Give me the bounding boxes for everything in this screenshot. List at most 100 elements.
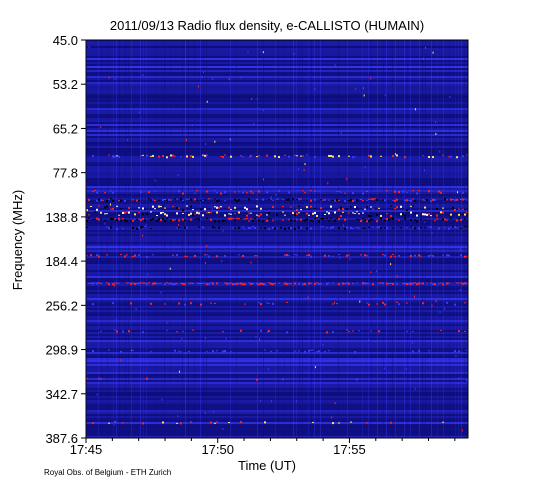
- rfi-pixel: [360, 220, 362, 223]
- rfi-pixel: [300, 198, 302, 200]
- rfi-pixel: [384, 94, 386, 97]
- time-striation: [182, 40, 183, 438]
- rfi-pixel: [314, 155, 316, 158]
- rfi-pixel: [375, 270, 377, 273]
- spectrum-band: [86, 76, 468, 78]
- rfi-pixel: [270, 198, 272, 200]
- rfi-pixel: [338, 218, 340, 221]
- rfi-pixel: [320, 218, 322, 220]
- spectrum-band: [86, 390, 468, 392]
- time-striation: [308, 40, 309, 438]
- rfi-pixel: [439, 311, 441, 314]
- rfi-pixel: [186, 226, 188, 229]
- spectrum-band: [86, 322, 468, 324]
- rfi-pixel: [88, 217, 90, 219]
- rfi-pixel: [88, 198, 90, 201]
- spectrum-band: [86, 164, 468, 166]
- rfi-pixel: [278, 282, 280, 284]
- rfi-pixel: [210, 218, 212, 221]
- rfi-pixel: [428, 350, 430, 352]
- rfi-pixel: [308, 282, 310, 285]
- spectrum-band: [86, 52, 468, 54]
- rfi-pixel: [268, 217, 270, 219]
- credit-footer: Royal Obs. of Belgium - ETH Zurich: [44, 468, 171, 477]
- time-striation: [404, 40, 405, 438]
- rfi-pixel: [242, 254, 244, 257]
- rfi-pixel: [188, 198, 190, 200]
- spectrum-band: [86, 154, 468, 156]
- spectrum-band: [86, 206, 468, 208]
- rfi-pixel: [192, 329, 194, 331]
- spectrum-band: [86, 328, 468, 330]
- spectrum-band: [86, 418, 468, 420]
- rfi-pixel: [140, 219, 142, 222]
- rfi-pixel: [460, 254, 462, 257]
- rfi-pixel: [256, 282, 258, 285]
- rfi-pixel: [100, 218, 102, 220]
- rfi-pixel: [358, 227, 360, 229]
- rfi-pixel: [420, 255, 422, 257]
- rfi-pixel: [324, 254, 326, 257]
- spectrum-band: [86, 262, 468, 264]
- rfi-pixel: [100, 211, 102, 214]
- rfi-pixel: [206, 100, 208, 103]
- rfi-pixel: [422, 302, 424, 305]
- time-striation: [161, 40, 162, 438]
- rfi-pixel: [144, 226, 146, 228]
- rfi-pixel: [392, 282, 394, 285]
- spectrum-band: [86, 126, 468, 128]
- rfi-pixel: [258, 214, 260, 217]
- spectrum-band: [86, 314, 468, 316]
- rfi-pixel: [364, 254, 366, 257]
- rfi-pixel: [104, 192, 106, 194]
- rfi-pixel: [380, 227, 382, 230]
- rfi-pixel: [392, 199, 394, 201]
- rfi-pixel: [330, 217, 332, 219]
- rfi-pixel: [140, 191, 142, 194]
- y-tick-label: 387.6: [45, 431, 78, 446]
- rfi-pixel: [248, 220, 250, 222]
- spectrum-band: [86, 150, 468, 152]
- rfi-pixel: [349, 290, 351, 293]
- spectrum-band: [86, 260, 468, 262]
- rfi-pixel: [110, 226, 112, 229]
- spectrum-band: [86, 274, 468, 276]
- spectrum-band: [86, 430, 468, 432]
- rfi-pixel: [442, 421, 444, 423]
- rfi-pixel: [238, 226, 240, 229]
- rfi-pixel: [442, 154, 444, 156]
- rfi-pixel: [304, 219, 306, 222]
- rfi-pixel: [158, 199, 160, 201]
- rfi-pixel: [452, 226, 454, 228]
- spectrum-band: [86, 118, 468, 120]
- rfi-pixel: [464, 209, 466, 211]
- spectrum-band: [86, 278, 468, 280]
- rfi-pixel: [176, 207, 178, 210]
- rfi-pixel: [132, 226, 134, 229]
- rfi-pixel: [196, 218, 198, 220]
- rfi-pixel: [218, 220, 220, 223]
- rfi-pixel: [368, 283, 370, 285]
- time-striation: [455, 40, 456, 438]
- rfi-pixel: [432, 198, 434, 201]
- rfi-pixel: [414, 282, 416, 284]
- spectrum-band: [86, 244, 468, 246]
- rfi-pixel: [366, 255, 368, 257]
- rfi-pixel: [344, 283, 346, 285]
- rfi-pixel: [216, 200, 218, 203]
- rfi-pixel: [448, 227, 450, 230]
- rfi-pixel: [144, 219, 146, 222]
- spectrum-band: [86, 288, 468, 290]
- spectrum-band: [86, 416, 468, 418]
- rfi-pixel: [277, 197, 279, 200]
- rfi-pixel: [236, 200, 238, 203]
- rfi-pixel: [370, 155, 372, 158]
- rfi-pixel: [134, 218, 136, 221]
- rfi-pixel: [322, 217, 324, 220]
- rfi-pixel: [242, 283, 244, 286]
- rfi-pixel: [326, 282, 328, 285]
- rfi-pixel: [216, 421, 218, 423]
- rfi-pixel: [336, 218, 338, 220]
- y-axis: 45.0 53.2 65.2 77.8 138.8 184.4 256.2 298.9 342.…: [45, 33, 86, 446]
